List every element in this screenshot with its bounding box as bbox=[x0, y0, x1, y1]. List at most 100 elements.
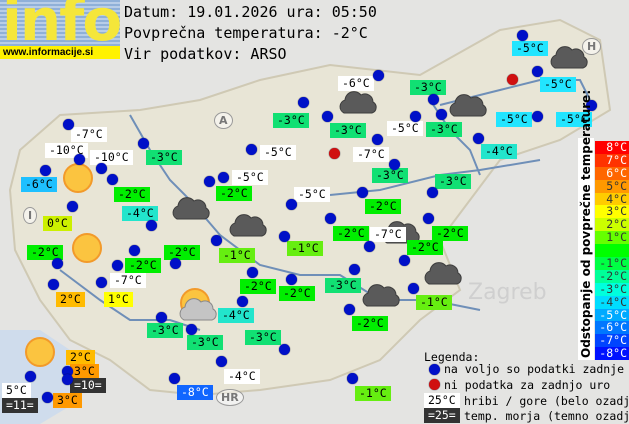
station-temperature-label: 2°C bbox=[66, 350, 95, 365]
scale-entry: 8°C bbox=[595, 141, 629, 154]
station-dot[interactable] bbox=[347, 373, 358, 384]
station-temperature-label: -5°C bbox=[260, 145, 296, 160]
station-temperature-label: -3°C bbox=[147, 323, 183, 338]
station-dot[interactable] bbox=[129, 245, 140, 256]
station-dot[interactable] bbox=[408, 283, 419, 294]
station-dot[interactable] bbox=[211, 235, 222, 246]
station-temperature-label: -5°C bbox=[496, 112, 532, 127]
station-dot[interactable] bbox=[170, 258, 181, 269]
scale-entry: -1°C bbox=[595, 257, 629, 270]
station-dot[interactable] bbox=[107, 174, 118, 185]
cloud-icon bbox=[336, 89, 378, 115]
logo-text: info bbox=[2, 0, 120, 46]
date-line: Datum: 19.01.2026 ura: 05:50 bbox=[124, 3, 377, 21]
station-dot[interactable] bbox=[410, 111, 421, 122]
station-dot[interactable] bbox=[67, 201, 78, 212]
station-temperature-label: -1°C bbox=[287, 241, 323, 256]
legend-red-dot-icon bbox=[429, 379, 440, 390]
scale-entry: 5°C bbox=[595, 179, 629, 193]
station-dot[interactable] bbox=[357, 187, 368, 198]
station-dot[interactable] bbox=[112, 260, 123, 271]
station-temperature-label: -7°C bbox=[110, 273, 146, 288]
station-dot[interactable] bbox=[399, 255, 410, 266]
station-temperature-label: -5°C bbox=[556, 112, 592, 127]
station-temperature-label: -2°C bbox=[432, 226, 468, 241]
station-dot[interactable] bbox=[344, 304, 355, 315]
station-dot[interactable] bbox=[279, 231, 290, 242]
station-temperature-label: -2°C bbox=[114, 187, 150, 202]
station-temperature-label: -2°C bbox=[407, 240, 443, 255]
station-temperature-label: -3°C bbox=[325, 278, 361, 293]
station-dot[interactable] bbox=[96, 277, 107, 288]
station-dot[interactable] bbox=[247, 267, 258, 278]
station-dot[interactable] bbox=[246, 144, 257, 155]
scale-entry: -7°C bbox=[595, 334, 629, 348]
station-dot[interactable] bbox=[52, 258, 63, 269]
station-dot[interactable] bbox=[423, 213, 434, 224]
station-dot[interactable] bbox=[204, 176, 215, 187]
station-dot[interactable] bbox=[48, 279, 59, 290]
station-dot[interactable] bbox=[63, 119, 74, 130]
station-dot[interactable] bbox=[389, 159, 400, 170]
scale-entry: 2°C bbox=[595, 218, 629, 232]
station-dot[interactable] bbox=[436, 109, 447, 120]
cloud-icon bbox=[169, 195, 211, 221]
station-dot[interactable] bbox=[286, 199, 297, 210]
station-dot[interactable] bbox=[96, 163, 107, 174]
station-dot[interactable] bbox=[473, 133, 484, 144]
legend-sea-sample: =25= bbox=[424, 408, 460, 423]
cloud-icon bbox=[446, 92, 488, 118]
station-dot[interactable] bbox=[532, 66, 543, 77]
station-temperature-label: 3°C bbox=[53, 393, 82, 408]
station-temperature-label: -2°C bbox=[352, 316, 388, 331]
station-dot[interactable] bbox=[74, 154, 85, 165]
station-temperature-label: -5°C bbox=[232, 170, 268, 185]
station-dot[interactable] bbox=[298, 97, 309, 108]
station-dot[interactable] bbox=[40, 165, 51, 176]
station-dot[interactable] bbox=[586, 100, 597, 111]
station-temperature-label: 2°C bbox=[56, 292, 85, 307]
station-dot[interactable] bbox=[237, 296, 248, 307]
station-temperature-label: 3°C bbox=[70, 364, 99, 379]
map-marker-croatia: HR bbox=[216, 389, 244, 406]
station-dot[interactable] bbox=[138, 138, 149, 149]
station-dot[interactable] bbox=[517, 30, 528, 41]
station-dot[interactable] bbox=[532, 111, 543, 122]
station-dot[interactable] bbox=[156, 312, 167, 323]
station-temperature-label: -3°C bbox=[245, 330, 281, 345]
station-dot[interactable] bbox=[146, 220, 157, 231]
station-temperature-label: -1°C bbox=[416, 295, 452, 310]
station-dot[interactable] bbox=[428, 94, 439, 105]
station-dot[interactable] bbox=[25, 371, 36, 382]
station-dot[interactable] bbox=[322, 111, 333, 122]
station-dot[interactable] bbox=[372, 134, 383, 145]
average-temperature: Povprečna temperatura: -2°C bbox=[124, 24, 368, 42]
station-dot[interactable] bbox=[186, 324, 197, 335]
station-dot[interactable] bbox=[279, 344, 290, 355]
station-dot[interactable] bbox=[62, 366, 73, 377]
station-dot[interactable] bbox=[427, 187, 438, 198]
station-no-data-dot[interactable] bbox=[507, 74, 518, 85]
station-dot[interactable] bbox=[286, 274, 297, 285]
station-temperature-label: -3°C bbox=[187, 335, 223, 350]
station-no-data-dot[interactable] bbox=[329, 148, 340, 159]
station-dot[interactable] bbox=[373, 70, 384, 81]
station-dot[interactable] bbox=[349, 264, 360, 275]
station-dot[interactable] bbox=[42, 392, 53, 403]
station-dot[interactable] bbox=[62, 374, 73, 385]
station-temperature-label: -2°C bbox=[365, 199, 401, 214]
station-dot[interactable] bbox=[218, 172, 229, 183]
station-temperature-label: -3°C bbox=[410, 80, 446, 95]
scale-entry bbox=[595, 244, 629, 258]
station-temperature-label: -5°C bbox=[294, 187, 330, 202]
sun-icon bbox=[25, 337, 55, 367]
cloud-icon bbox=[226, 212, 268, 238]
station-dot[interactable] bbox=[169, 373, 180, 384]
station-dot[interactable] bbox=[325, 213, 336, 224]
site-link[interactable]: www.informacije.si bbox=[0, 46, 120, 59]
station-dot[interactable] bbox=[216, 356, 227, 367]
cloud-icon bbox=[547, 44, 589, 70]
scale-entry: 7°C bbox=[595, 153, 629, 167]
station-temperature-label: -2°C bbox=[216, 186, 252, 201]
station-dot[interactable] bbox=[364, 241, 375, 252]
